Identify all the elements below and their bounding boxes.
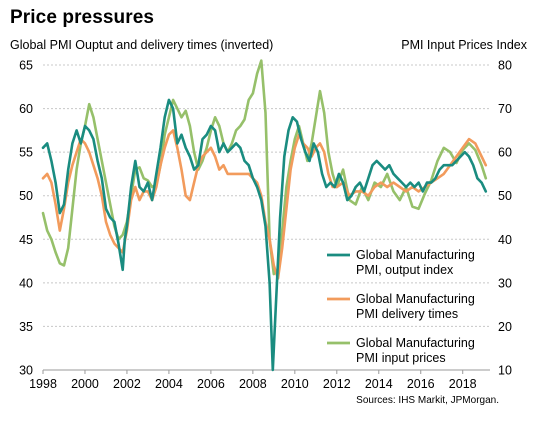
left-tick-label-40: 40: [19, 276, 33, 290]
left-tick-label-50: 50: [19, 189, 33, 203]
right-tick-label-50: 50: [498, 189, 512, 203]
right-tick-label-30: 30: [498, 276, 512, 290]
right-tick-label-40: 40: [498, 233, 512, 247]
series-line-1: [41, 129, 488, 280]
gridlines: [43, 64, 490, 371]
right-tick-label-60: 60: [498, 146, 512, 160]
right-axis-label: PMI Input Prices Index: [401, 38, 527, 52]
left-tick-label-60: 60: [19, 102, 33, 116]
series-line-0: [41, 98, 488, 372]
source-note: Sources: IHS Markit, JPMorgan.: [356, 395, 499, 406]
x-tick-label-2012: 2012: [323, 377, 351, 391]
left-axis-ticks: 30 35 40 45 50 55 60 65: [19, 59, 33, 378]
left-tick-label-45: 45: [19, 233, 33, 247]
x-tick-label-1998: 1998: [29, 377, 57, 391]
x-tick-label-2008: 2008: [239, 377, 267, 391]
x-tick-label-2004: 2004: [155, 377, 183, 391]
chart-title: Price pressures: [10, 7, 155, 28]
x-tick-label-2010: 2010: [281, 377, 309, 391]
right-tick-label-20: 20: [498, 320, 512, 334]
left-tick-label-30: 30: [19, 364, 33, 378]
left-tick-label-55: 55: [19, 146, 33, 160]
series-line-2: [41, 59, 488, 276]
x-tick-label-2016: 2016: [407, 377, 435, 391]
left-tick-label-35: 35: [19, 320, 33, 334]
left-tick-label-65: 65: [19, 59, 33, 73]
right-axis-ticks: 10 20 30 40 50 60 70 80: [498, 59, 512, 378]
legend-label-0: Global Manufacturing PMI, output index: [356, 248, 475, 277]
legend-label-1: Global Manufacturing PMI delivery times: [356, 292, 475, 321]
x-tick-label-2000: 2000: [71, 377, 99, 391]
series-lines: [41, 59, 488, 372]
legend: Global Manufacturing PMI, output index Glo…: [327, 248, 475, 365]
right-tick-label-10: 10: [498, 364, 512, 378]
legend-label-2: Global Manufacturing PMI input prices: [356, 336, 475, 365]
left-axis-label: Global PMI Ouptut and delivery times (in…: [10, 38, 274, 52]
right-tick-label-80: 80: [498, 59, 512, 73]
x-tick-label-2006: 2006: [197, 377, 225, 391]
x-tick-label-2014: 2014: [365, 377, 393, 391]
right-tick-label-70: 70: [498, 102, 512, 116]
x-axis-ticks: 1998 2000 2002 2004 2006 2008 2010 2012 2014 2016…: [29, 370, 477, 391]
x-tick-label-2018: 2018: [449, 377, 477, 391]
x-tick-label-2002: 2002: [113, 377, 141, 391]
